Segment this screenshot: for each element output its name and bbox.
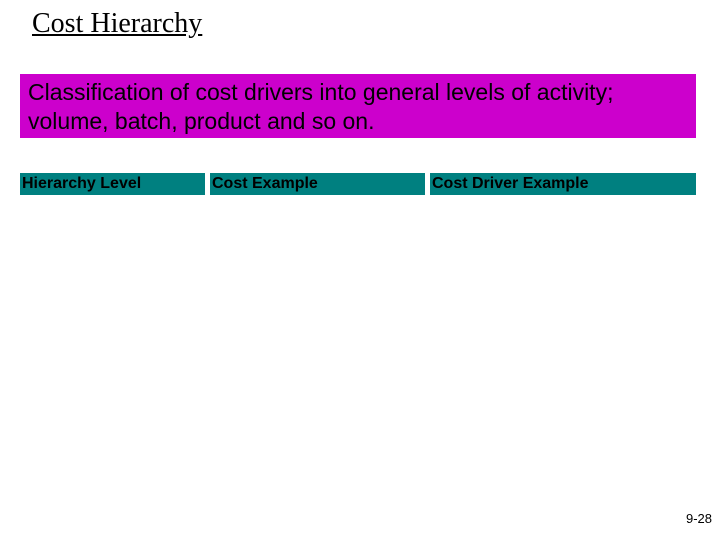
column-header-hierarchy-level: Hierarchy Level [20,173,205,195]
definition-box: Classification of cost drivers into gene… [20,74,696,138]
column-header-cost-driver-example: Cost Driver Example [430,173,696,195]
page-number: 9-28 [686,511,712,526]
column-header-cost-example: Cost Example [210,173,425,195]
slide-title: Cost Hierarchy [32,8,202,40]
